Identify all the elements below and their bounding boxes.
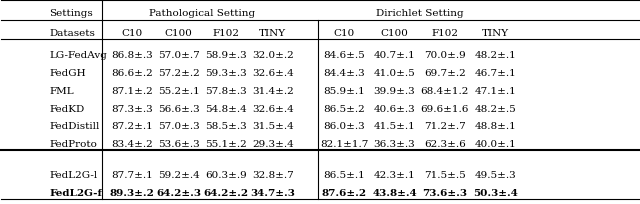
Text: 46.7±.1: 46.7±.1 — [474, 69, 516, 78]
Text: 47.1±.1: 47.1±.1 — [474, 86, 516, 95]
Text: 73.6±.3: 73.6±.3 — [422, 188, 467, 197]
Text: 82.1±1.7: 82.1±1.7 — [320, 140, 369, 149]
Text: 53.6±.3: 53.6±.3 — [157, 140, 200, 149]
Text: Dirichlet Setting: Dirichlet Setting — [376, 9, 463, 18]
Text: 57.0±.3: 57.0±.3 — [157, 122, 200, 131]
Text: 58.9±.3: 58.9±.3 — [205, 51, 246, 60]
Text: 86.5±.2: 86.5±.2 — [323, 104, 365, 113]
Text: 40.6±.3: 40.6±.3 — [374, 104, 415, 113]
Text: Pathological Setting: Pathological Setting — [149, 9, 255, 18]
Text: 87.6±.2: 87.6±.2 — [322, 188, 367, 197]
Text: TINY: TINY — [482, 29, 509, 38]
Text: 62.3±.6: 62.3±.6 — [424, 140, 466, 149]
Text: 64.2±.2: 64.2±.2 — [203, 188, 248, 197]
Text: 48.8±.1: 48.8±.1 — [474, 122, 516, 131]
Text: 43.8±.4: 43.8±.4 — [372, 188, 417, 197]
Text: 59.2±.4: 59.2±.4 — [157, 171, 200, 180]
Text: 68.4±1.2: 68.4±1.2 — [420, 86, 469, 95]
Text: 32.0±.2: 32.0±.2 — [252, 51, 294, 60]
Text: 32.8±.7: 32.8±.7 — [252, 171, 294, 180]
Text: 54.8±.4: 54.8±.4 — [205, 104, 246, 113]
Text: Datasets: Datasets — [49, 29, 95, 38]
Text: 56.6±.3: 56.6±.3 — [157, 104, 200, 113]
Text: 70.0±.9: 70.0±.9 — [424, 51, 466, 60]
Text: FML: FML — [49, 86, 74, 95]
Text: 48.2±.1: 48.2±.1 — [474, 51, 516, 60]
Text: 87.1±.2: 87.1±.2 — [111, 86, 153, 95]
Text: 86.5±.1: 86.5±.1 — [323, 171, 365, 180]
Text: 34.7±.3: 34.7±.3 — [250, 188, 295, 197]
Text: FedKD: FedKD — [49, 104, 84, 113]
Text: F102: F102 — [212, 29, 239, 38]
Text: FedDistill: FedDistill — [49, 122, 100, 131]
Text: C100: C100 — [381, 29, 408, 38]
Text: 87.3±.3: 87.3±.3 — [111, 104, 153, 113]
Text: TINY: TINY — [259, 29, 287, 38]
Text: 40.0±.1: 40.0±.1 — [474, 140, 516, 149]
Text: F102: F102 — [431, 29, 458, 38]
Text: 83.4±.2: 83.4±.2 — [111, 140, 153, 149]
Text: 36.3±.3: 36.3±.3 — [374, 140, 415, 149]
Text: 50.3±.4: 50.3±.4 — [473, 188, 518, 197]
Text: 69.6±1.6: 69.6±1.6 — [420, 104, 469, 113]
Text: 41.5±.1: 41.5±.1 — [374, 122, 415, 131]
Text: C10: C10 — [333, 29, 355, 38]
Text: 57.8±.3: 57.8±.3 — [205, 86, 246, 95]
Text: 85.9±.1: 85.9±.1 — [323, 86, 365, 95]
Text: LG-FedAvg: LG-FedAvg — [49, 51, 107, 60]
Text: 86.8±.3: 86.8±.3 — [111, 51, 153, 60]
Text: 84.4±.3: 84.4±.3 — [323, 69, 365, 78]
Text: C10: C10 — [122, 29, 143, 38]
Text: 32.6±.4: 32.6±.4 — [252, 104, 294, 113]
Text: FedL2G-l: FedL2G-l — [49, 171, 97, 180]
Text: 31.4±.2: 31.4±.2 — [252, 86, 294, 95]
Text: Settings: Settings — [49, 9, 93, 18]
Text: 49.5±.3: 49.5±.3 — [474, 171, 516, 180]
Text: 64.2±.3: 64.2±.3 — [156, 188, 201, 197]
Text: 87.7±.1: 87.7±.1 — [111, 171, 153, 180]
Text: 89.3±.2: 89.3±.2 — [109, 188, 154, 197]
Text: 60.3±.9: 60.3±.9 — [205, 171, 246, 180]
Text: 71.5±.5: 71.5±.5 — [424, 171, 466, 180]
Text: FedGH: FedGH — [49, 69, 86, 78]
Text: 87.2±.1: 87.2±.1 — [111, 122, 153, 131]
Text: FedL2G-f: FedL2G-f — [49, 188, 102, 197]
Text: 55.1±.2: 55.1±.2 — [205, 140, 246, 149]
Text: 42.3±.1: 42.3±.1 — [374, 171, 415, 180]
Text: 86.6±.2: 86.6±.2 — [111, 69, 153, 78]
Text: C100: C100 — [164, 29, 193, 38]
Text: 57.2±.2: 57.2±.2 — [157, 69, 200, 78]
Text: FedProto: FedProto — [49, 140, 97, 149]
Text: 32.6±.4: 32.6±.4 — [252, 69, 294, 78]
Text: 48.2±.5: 48.2±.5 — [474, 104, 516, 113]
Text: 40.7±.1: 40.7±.1 — [374, 51, 415, 60]
Text: 41.0±.5: 41.0±.5 — [374, 69, 415, 78]
Text: 86.0±.3: 86.0±.3 — [323, 122, 365, 131]
Text: 29.3±.4: 29.3±.4 — [252, 140, 294, 149]
Text: 31.5±.4: 31.5±.4 — [252, 122, 294, 131]
Text: 71.2±.7: 71.2±.7 — [424, 122, 466, 131]
Text: 58.5±.3: 58.5±.3 — [205, 122, 246, 131]
Text: 39.9±.3: 39.9±.3 — [374, 86, 415, 95]
Text: 55.2±.1: 55.2±.1 — [157, 86, 200, 95]
Text: 59.3±.3: 59.3±.3 — [205, 69, 246, 78]
Text: 69.7±.2: 69.7±.2 — [424, 69, 466, 78]
Text: 84.6±.5: 84.6±.5 — [323, 51, 365, 60]
Text: 57.0±.7: 57.0±.7 — [157, 51, 200, 60]
